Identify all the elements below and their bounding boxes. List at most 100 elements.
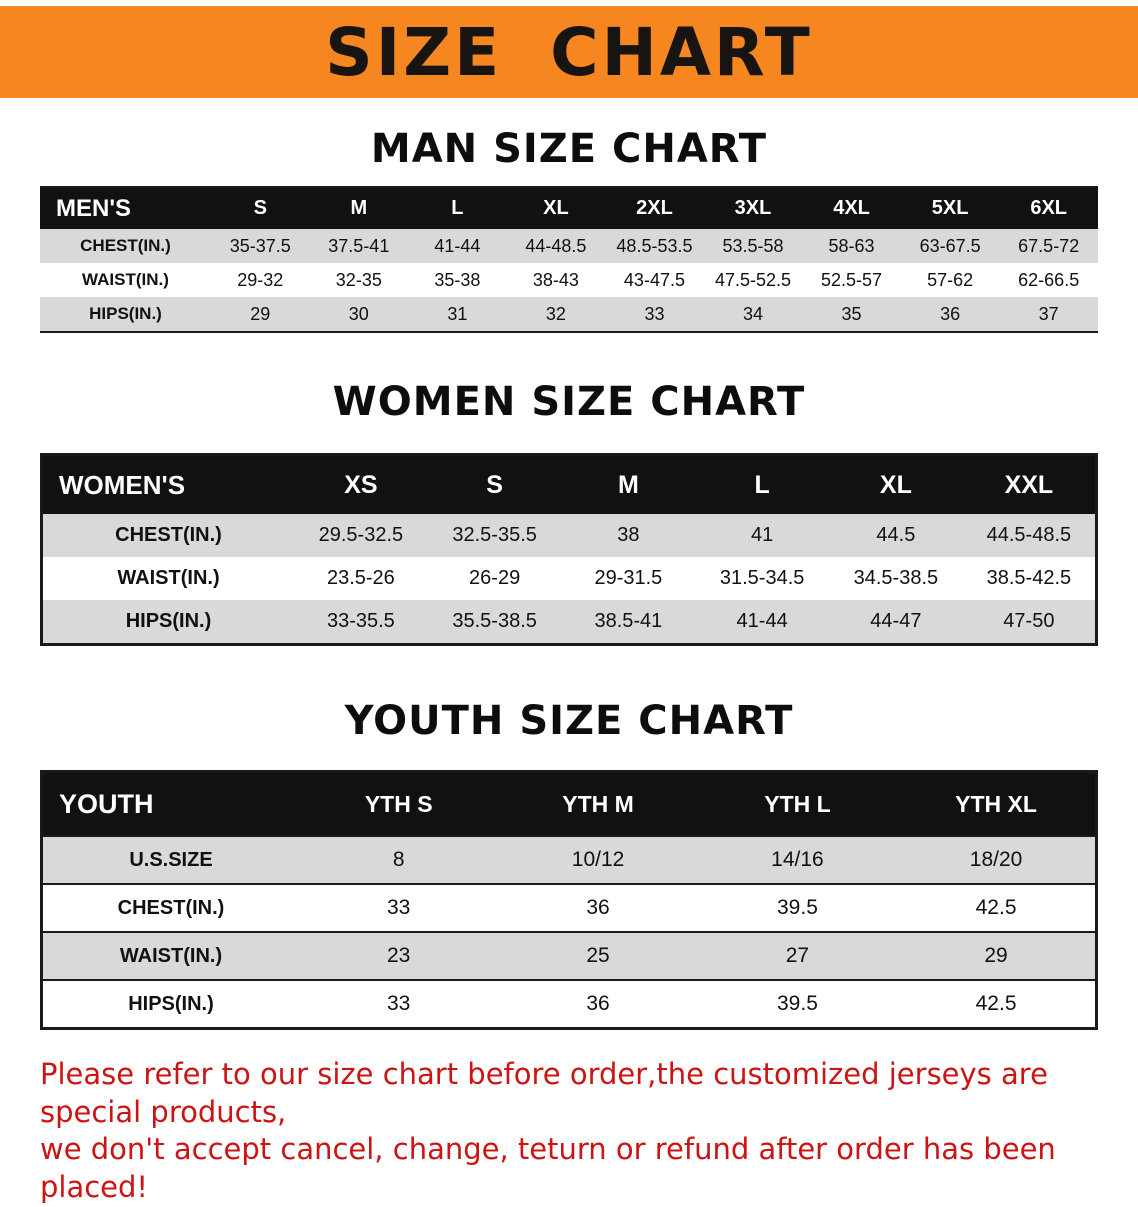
row-label: CHEST(IN.) xyxy=(115,524,222,546)
size-value-cell: 53.5-58 xyxy=(722,235,784,256)
table-row: WAIST(IN.) 23.5-26 26-29 29-31.5 31.5-34.5 34… xyxy=(42,557,1097,600)
table-corner-label: MEN'S xyxy=(40,187,211,229)
size-value-cell: 29-32 xyxy=(237,269,284,290)
size-value-cell: 57-62 xyxy=(927,269,974,290)
size-value-cell: 35-37.5 xyxy=(229,235,291,256)
table-header-row: MEN'S S M L XL 2XL 3XL 4XL 5XL 6XL xyxy=(40,187,1098,229)
table-row: HIPS(IN.) 29 30 31 32 33 34 35 36 37 xyxy=(40,297,1098,332)
table-corner-label: YOUTH xyxy=(41,771,299,836)
size-value-cell: 32 xyxy=(545,303,566,324)
table-row: U.S.SIZE 8 10/12 14/16 18/20 xyxy=(41,836,1097,884)
table-header-row: WOMEN'S XS S M L XL XXL xyxy=(41,454,1097,514)
size-value-cell: 34 xyxy=(742,303,764,324)
size-value-cell: 23.5-26 xyxy=(326,567,395,589)
table-row: CHEST(IN.) 35-37.5 37.5-41 41-44 44-48.5 48.5… xyxy=(40,229,1098,263)
row-label: CHEST(IN.) xyxy=(80,236,171,255)
size-value-cell: 44-47 xyxy=(870,610,922,632)
size-value-cell: 25 xyxy=(586,944,610,967)
size-column-header: YTH L xyxy=(697,771,898,836)
size-column-header: L xyxy=(408,187,507,229)
table-row: HIPS(IN.) 33 36 39.5 42.5 xyxy=(41,980,1097,1029)
size-value-cell: 44-48.5 xyxy=(525,235,587,256)
table-row: WAIST(IN.) 23 25 27 29 xyxy=(41,932,1097,980)
size-value-cell: 39.5 xyxy=(777,992,818,1015)
banner: SIZE CHART xyxy=(0,6,1138,98)
size-value-cell: 43-47.5 xyxy=(623,269,685,290)
size-value-cell: 44.5 xyxy=(876,524,916,546)
size-value-cell: 63-67.5 xyxy=(919,235,981,256)
size-value-cell: 35.5-38.5 xyxy=(452,610,537,632)
row-label: WAIST(IN.) xyxy=(119,944,223,967)
notice-line-2: we don't accept cancel, change, teturn o… xyxy=(40,1132,1056,1205)
size-value-cell: 33 xyxy=(644,303,665,324)
size-value-cell: 58-63 xyxy=(828,235,875,256)
women-section-heading: WOMEN SIZE CHART xyxy=(332,379,806,425)
size-column-header: S xyxy=(211,187,310,229)
size-value-cell: 31.5-34.5 xyxy=(719,567,805,589)
women-size-table: WOMEN'S XS S M L XL XXL CHEST(IN.) 29.5-32.5 32.5… xyxy=(40,453,1098,646)
size-value-cell: 23 xyxy=(387,944,411,967)
size-value-cell: 14/16 xyxy=(771,848,824,871)
size-column-header: YTH M xyxy=(498,771,698,836)
size-value-cell: 31 xyxy=(447,303,468,324)
size-value-cell: 29 xyxy=(984,944,1008,967)
youth-section: YOUTH SIZE CHART YOUTH YTH S YTH M YTH L YTH… xyxy=(0,698,1138,1030)
size-value-cell: 47-50 xyxy=(1003,610,1055,632)
men-size-table: MEN'S S M L XL 2XL 3XL 4XL 5XL 6XL CHEST(IN.) 35-37… xyxy=(40,186,1098,333)
size-value-cell: 29 xyxy=(250,303,271,324)
size-column-header: 5XL xyxy=(900,187,1000,229)
size-value-cell: 62-66.5 xyxy=(1018,269,1080,290)
size-column-header: S xyxy=(427,454,562,514)
size-value-cell: 32.5-35.5 xyxy=(452,524,537,546)
women-section: WOMEN SIZE CHART WOMEN'S XS S M L XL XXL CHEST(… xyxy=(0,379,1138,646)
size-column-header: XL xyxy=(506,187,606,229)
table-header-row: YOUTH YTH S YTH M YTH L YTH XL xyxy=(41,771,1097,836)
size-column-header: XL xyxy=(829,454,963,514)
size-value-cell: 41-44 xyxy=(736,610,788,632)
size-column-header: 2XL xyxy=(605,187,704,229)
size-value-cell: 38.5-42.5 xyxy=(986,567,1072,589)
size-column-header: XS xyxy=(294,454,428,514)
size-value-cell: 52.5-57 xyxy=(821,269,883,290)
size-value-cell: 18/20 xyxy=(969,848,1023,871)
size-value-cell: 10/12 xyxy=(571,848,625,871)
size-value-cell: 41 xyxy=(751,524,774,546)
size-value-cell: 34.5-38.5 xyxy=(853,567,939,589)
size-value-cell: 38.5-41 xyxy=(594,610,663,632)
size-value-cell: 47.5-52.5 xyxy=(714,269,792,290)
size-value-cell: 27 xyxy=(785,944,810,967)
size-value-cell: 33 xyxy=(387,992,411,1015)
size-value-cell: 36 xyxy=(940,303,961,324)
size-value-cell: 41-44 xyxy=(434,235,481,256)
size-column-header: 6XL xyxy=(999,187,1098,229)
men-section-heading: MAN SIZE CHART xyxy=(370,126,768,172)
size-value-cell: 67.5-72 xyxy=(1018,235,1080,256)
row-label: WAIST(IN.) xyxy=(82,270,169,289)
size-value-cell: 37.5-41 xyxy=(328,235,390,256)
table-corner-label: WOMEN'S xyxy=(41,454,294,514)
row-label: WAIST(IN.) xyxy=(117,567,220,589)
row-label: HIPS(IN.) xyxy=(125,610,212,632)
size-value-cell: 32-35 xyxy=(335,269,382,290)
page-title: SIZE CHART xyxy=(325,13,813,91)
notice-line-1: Please refer to our size chart before or… xyxy=(40,1057,1048,1129)
footer-notice: Please refer to our size chart before or… xyxy=(40,1056,1138,1207)
size-value-cell: 44.5-48.5 xyxy=(986,524,1072,546)
youth-size-table: YOUTH YTH S YTH M YTH L YTH XL U.S.SIZE 8 10/12… xyxy=(40,770,1098,1030)
size-value-cell: 36 xyxy=(586,992,610,1015)
size-value-cell: 36 xyxy=(586,896,610,919)
size-value-cell: 29-31.5 xyxy=(594,567,663,589)
size-column-header: M xyxy=(561,454,696,514)
size-value-cell: 39.5 xyxy=(777,896,818,919)
row-label: CHEST(IN.) xyxy=(117,896,225,919)
size-value-cell: 35 xyxy=(841,303,862,324)
table-row: CHEST(IN.) 29.5-32.5 32.5-35.5 38 41 44.5 44.5… xyxy=(41,514,1097,557)
size-column-header: YTH XL xyxy=(897,771,1097,836)
size-column-header: 4XL xyxy=(802,187,901,229)
size-value-cell: 33 xyxy=(387,896,411,919)
size-column-header: 3XL xyxy=(703,187,803,229)
size-value-cell: 38 xyxy=(617,524,640,546)
size-value-cell: 26-29 xyxy=(469,567,521,589)
table-row: CHEST(IN.) 33 36 39.5 42.5 xyxy=(41,884,1097,932)
size-value-cell: 33-35.5 xyxy=(326,610,395,632)
